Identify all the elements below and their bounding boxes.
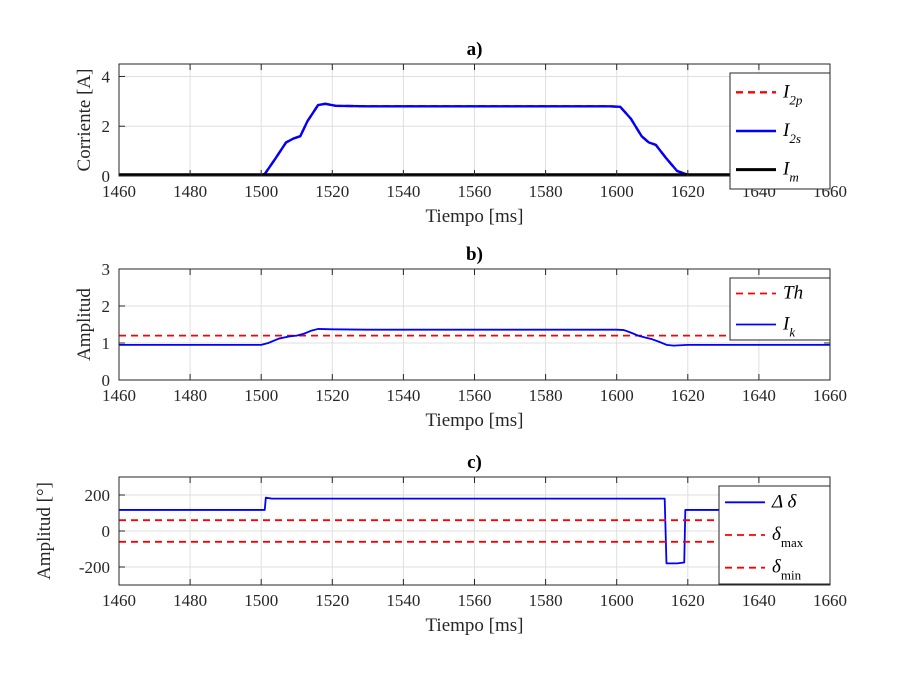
panel-a: 1460 1480 1500 1520 1540 1560 1580 1600 1620 1640… (74, 39, 847, 227)
panel-c-ytick-label-2: 200 (85, 486, 111, 505)
panel-a-xlabel: Tiempo [ms] (425, 206, 523, 227)
panel-a-ytick-label-2: 4 (102, 67, 111, 86)
panel-c-legend: Δ δ δmax δmin (718, 485, 831, 585)
panel-b-xtick-label-1: 1480 (173, 386, 207, 405)
panel-a-xtick-label-6: 1580 (529, 182, 563, 201)
panel-b-ytick-label-1: 1 (102, 334, 111, 353)
panel-a-series-1 (119, 102, 830, 176)
panel-c-xtick-label-8: 1620 (671, 591, 705, 610)
panel-c-legend-label-0: Δ δ (771, 491, 798, 512)
panel-a-xtick-label-2: 1500 (244, 182, 278, 201)
panel-c-ytick-label-1: 0 (102, 522, 111, 541)
panel-a-xtick-label-8: 1620 (671, 182, 705, 201)
panel-a-legend: I2p I2s Im (729, 72, 831, 190)
panel-b-xtick-label-2: 1500 (244, 386, 278, 405)
panel-b-xlabel: Tiempo [ms] (425, 410, 523, 431)
panel-b-xtick-label-6: 1580 (529, 386, 563, 405)
panel-c-xtick-label-5: 1560 (458, 591, 492, 610)
panel-c: 1460 1480 1500 1520 1540 1560 1580 1600 1620 1640… (34, 452, 847, 636)
panel-c-xtick-label-6: 1580 (529, 591, 563, 610)
panel-a-xtick-label-5: 1560 (458, 182, 492, 201)
panel-a-xtick-label-7: 1600 (600, 182, 634, 201)
panel-c-legend-label-1: δmax (772, 524, 804, 550)
panel-a-ylabel: Corriente [A] (74, 69, 95, 172)
panel-c-series-0 (119, 496, 830, 565)
panel-c-xtick-label-7: 1600 (600, 591, 634, 610)
panel-a-legend-label-1: I2s (782, 120, 801, 146)
panel-a-xtick-label-1: 1480 (173, 182, 207, 201)
panel-b-ytick-label-0: 0 (102, 371, 111, 390)
panel-a-ytick-label-1: 2 (102, 117, 111, 136)
panel-b: 1460 1480 1500 1520 1540 1560 1580 1600 1620 1640… (74, 244, 847, 431)
panel-a-title: a) (467, 39, 483, 60)
panel-b-legend-label-1: Ik (782, 314, 795, 340)
panel-c-title: c) (467, 452, 482, 473)
panel-a-xtick-label-4: 1540 (386, 182, 420, 201)
panel-b-legend: Th Ik (729, 277, 831, 341)
panel-b-ytick-label-2: 2 (102, 297, 111, 316)
panel-b-xtick-label-10: 1660 (813, 386, 847, 405)
panel-b-xtick-label-4: 1540 (386, 386, 420, 405)
panel-c-xtick-label-2: 1500 (244, 591, 278, 610)
panel-c-ytick-label-0: -200 (79, 558, 110, 577)
panel-c-xtick-label-1: 1480 (173, 591, 207, 610)
panel-a-legend-label-0: I2p (782, 81, 803, 107)
panel-b-xtick-label-9: 1640 (742, 386, 776, 405)
panel-b-legend-box (729, 277, 831, 341)
panel-c-xtick-label-4: 1540 (386, 591, 420, 610)
panel-b-xtick-label-5: 1560 (458, 386, 492, 405)
panel-b-xtick-label-8: 1620 (671, 386, 705, 405)
panel-a-ytick-label-0: 0 (102, 167, 111, 186)
panel-c-xtick-label-10: 1660 (813, 591, 847, 610)
panel-c-xtick-label-3: 1520 (315, 591, 349, 610)
panel-c-xlabel: Tiempo [ms] (425, 615, 523, 636)
panel-b-ylabel: Amplitud (74, 288, 95, 361)
panel-c-xtick-label-9: 1640 (742, 591, 776, 610)
panel-b-xtick-label-7: 1600 (600, 386, 634, 405)
panel-b-xtick-label-0: 1460 (102, 386, 136, 405)
panel-b-xtick-label-3: 1520 (315, 386, 349, 405)
panel-a-xtick-label-3: 1520 (315, 182, 349, 201)
panel-a-legend-label-2: Im (782, 159, 799, 185)
panel-c-ylabel: Amplitud [°] (34, 482, 55, 580)
panel-a-xtick-label-0: 1460 (102, 182, 136, 201)
panel-c-xtick-label-0: 1460 (102, 591, 136, 610)
panel-b-ytick-label-3: 3 (102, 260, 111, 279)
panel-b-title: b) (466, 244, 483, 265)
panel-c-legend-label-2: δmin (772, 557, 802, 583)
panel-b-series-1 (119, 328, 830, 347)
panel-b-legend-label-0: Th (783, 283, 803, 304)
